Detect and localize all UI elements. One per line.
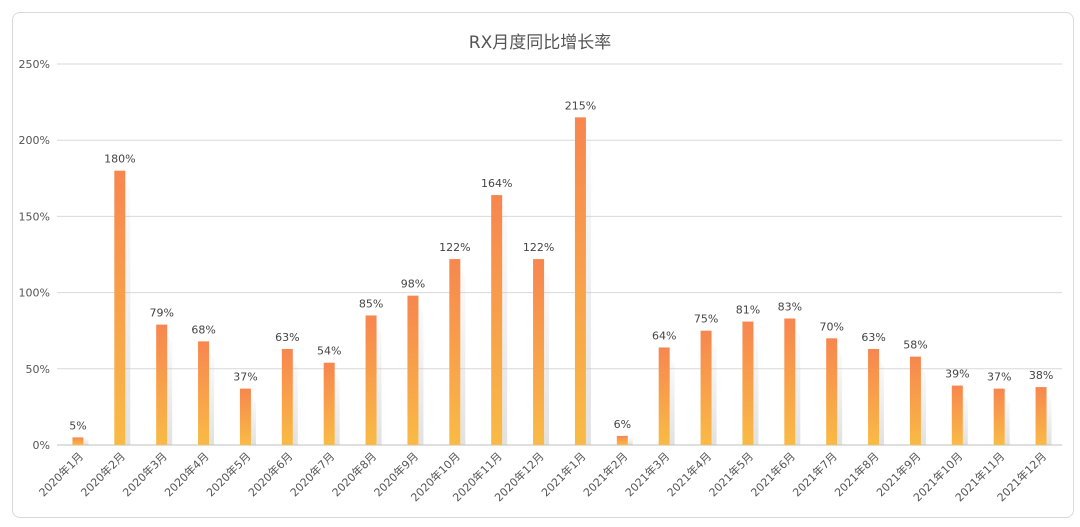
data-label: 54% [317, 345, 341, 358]
data-label: 81% [736, 304, 760, 317]
bar-2021年7月 [826, 338, 838, 445]
data-label: 164% [481, 177, 512, 190]
data-label: 83% [778, 301, 802, 314]
y-tick-label: 200% [19, 134, 50, 147]
data-label: 63% [861, 331, 885, 344]
bar-2021年2月 [616, 435, 628, 445]
bar-shadow [418, 305, 424, 445]
x-tick-label: 2021年1月 [538, 449, 588, 499]
bar-shadow [292, 358, 298, 445]
bar-shadow [627, 437, 633, 445]
x-tick-label: 2021年7月 [790, 449, 840, 499]
bar-shadow [879, 358, 885, 445]
data-label: 63% [275, 331, 299, 344]
bar-shadow [585, 127, 591, 445]
bar-shadow [669, 357, 675, 445]
x-tick-label: 2020年8月 [329, 449, 379, 499]
data-label: 70% [819, 320, 843, 333]
x-tick-label: 2021年3月 [622, 449, 672, 499]
data-label: 58% [903, 339, 927, 352]
x-tick-label: 2021年8月 [831, 449, 881, 499]
bar-2021年8月 [868, 348, 880, 445]
bar-shadow [460, 269, 466, 445]
x-tick-label: 2020年4月 [161, 449, 211, 499]
bar-shadow [920, 366, 926, 445]
bar-shadow [711, 340, 717, 445]
bar-2021年3月 [658, 347, 670, 445]
data-label: 64% [652, 329, 676, 342]
x-tick-label: 2021年4月 [664, 449, 714, 499]
bar-2020年8月 [365, 315, 377, 445]
bar-2020年9月 [407, 295, 419, 445]
data-label: 6% [614, 418, 631, 431]
data-label: 5% [69, 419, 86, 432]
bar-shadow [795, 328, 801, 445]
x-tick-label: 2020年5月 [203, 449, 253, 499]
data-label: 75% [694, 313, 718, 326]
data-label: 39% [945, 368, 969, 381]
bar-shadow [376, 325, 382, 445]
bar-2021年5月 [742, 321, 754, 445]
bar-shadow [209, 351, 215, 445]
y-tick-label: 250% [19, 58, 50, 71]
bar-2020年3月 [156, 324, 168, 445]
data-label: 122% [523, 241, 554, 254]
bar-shadow [250, 397, 256, 445]
x-tick-label: 2020年1月 [36, 449, 86, 499]
bar-2020年12月 [533, 259, 545, 445]
y-tick-label: 100% [19, 287, 50, 300]
x-tick-label: 2021年6月 [748, 449, 798, 499]
bar-2021年6月 [784, 318, 796, 445]
bar-2020年7月 [323, 362, 335, 445]
bar-2020年11月 [491, 195, 503, 445]
data-label: 215% [565, 99, 596, 112]
bar-shadow [544, 269, 550, 445]
x-tick-label: 2020年7月 [287, 449, 337, 499]
bar-shadow [167, 334, 173, 445]
bar-shadow [962, 394, 968, 445]
bar-2020年5月 [239, 388, 251, 445]
bar-2020年2月 [114, 170, 126, 445]
data-label: 38% [1029, 369, 1053, 382]
bar-shadow [502, 205, 508, 445]
bar-2021年9月 [909, 356, 921, 445]
bar-2020年1月 [72, 437, 84, 445]
bar-2021年4月 [700, 330, 712, 445]
bar-2021年10月 [951, 385, 963, 445]
bar-2021年12月 [1035, 387, 1047, 445]
y-tick-label: 0% [33, 439, 50, 452]
y-tick-label: 50% [26, 363, 50, 376]
bar-shadow [1004, 397, 1010, 445]
y-tick-label: 150% [19, 210, 50, 223]
bar-shadow [83, 438, 89, 445]
bar-2021年11月 [993, 388, 1005, 445]
data-label: 85% [359, 297, 383, 310]
data-label: 180% [104, 153, 135, 166]
x-tick-label: 2021年5月 [706, 449, 756, 499]
data-label: 79% [149, 307, 173, 320]
data-label: 122% [439, 241, 470, 254]
bar-2020年4月 [198, 341, 210, 445]
data-label: 37% [987, 371, 1011, 384]
bar-2021年1月 [574, 117, 586, 445]
x-tick-label: 2021年2月 [580, 449, 630, 499]
data-label: 98% [401, 278, 425, 291]
chart-title: RX月度同比增长率 [468, 33, 612, 53]
data-label: 68% [191, 323, 215, 336]
data-label: 37% [233, 371, 257, 384]
x-tick-label: 2020年3月 [120, 449, 170, 499]
x-tick-label: 2020年2月 [78, 449, 128, 499]
bar-shadow [753, 331, 759, 445]
bar-shadow [1046, 395, 1052, 445]
bar-2020年6月 [281, 348, 293, 445]
bar-shadow [334, 372, 340, 445]
x-tick-label: 2020年6月 [245, 449, 295, 499]
bar-shadow [837, 348, 843, 445]
bar-2020年10月 [449, 259, 461, 445]
bar-shadow [125, 180, 131, 445]
